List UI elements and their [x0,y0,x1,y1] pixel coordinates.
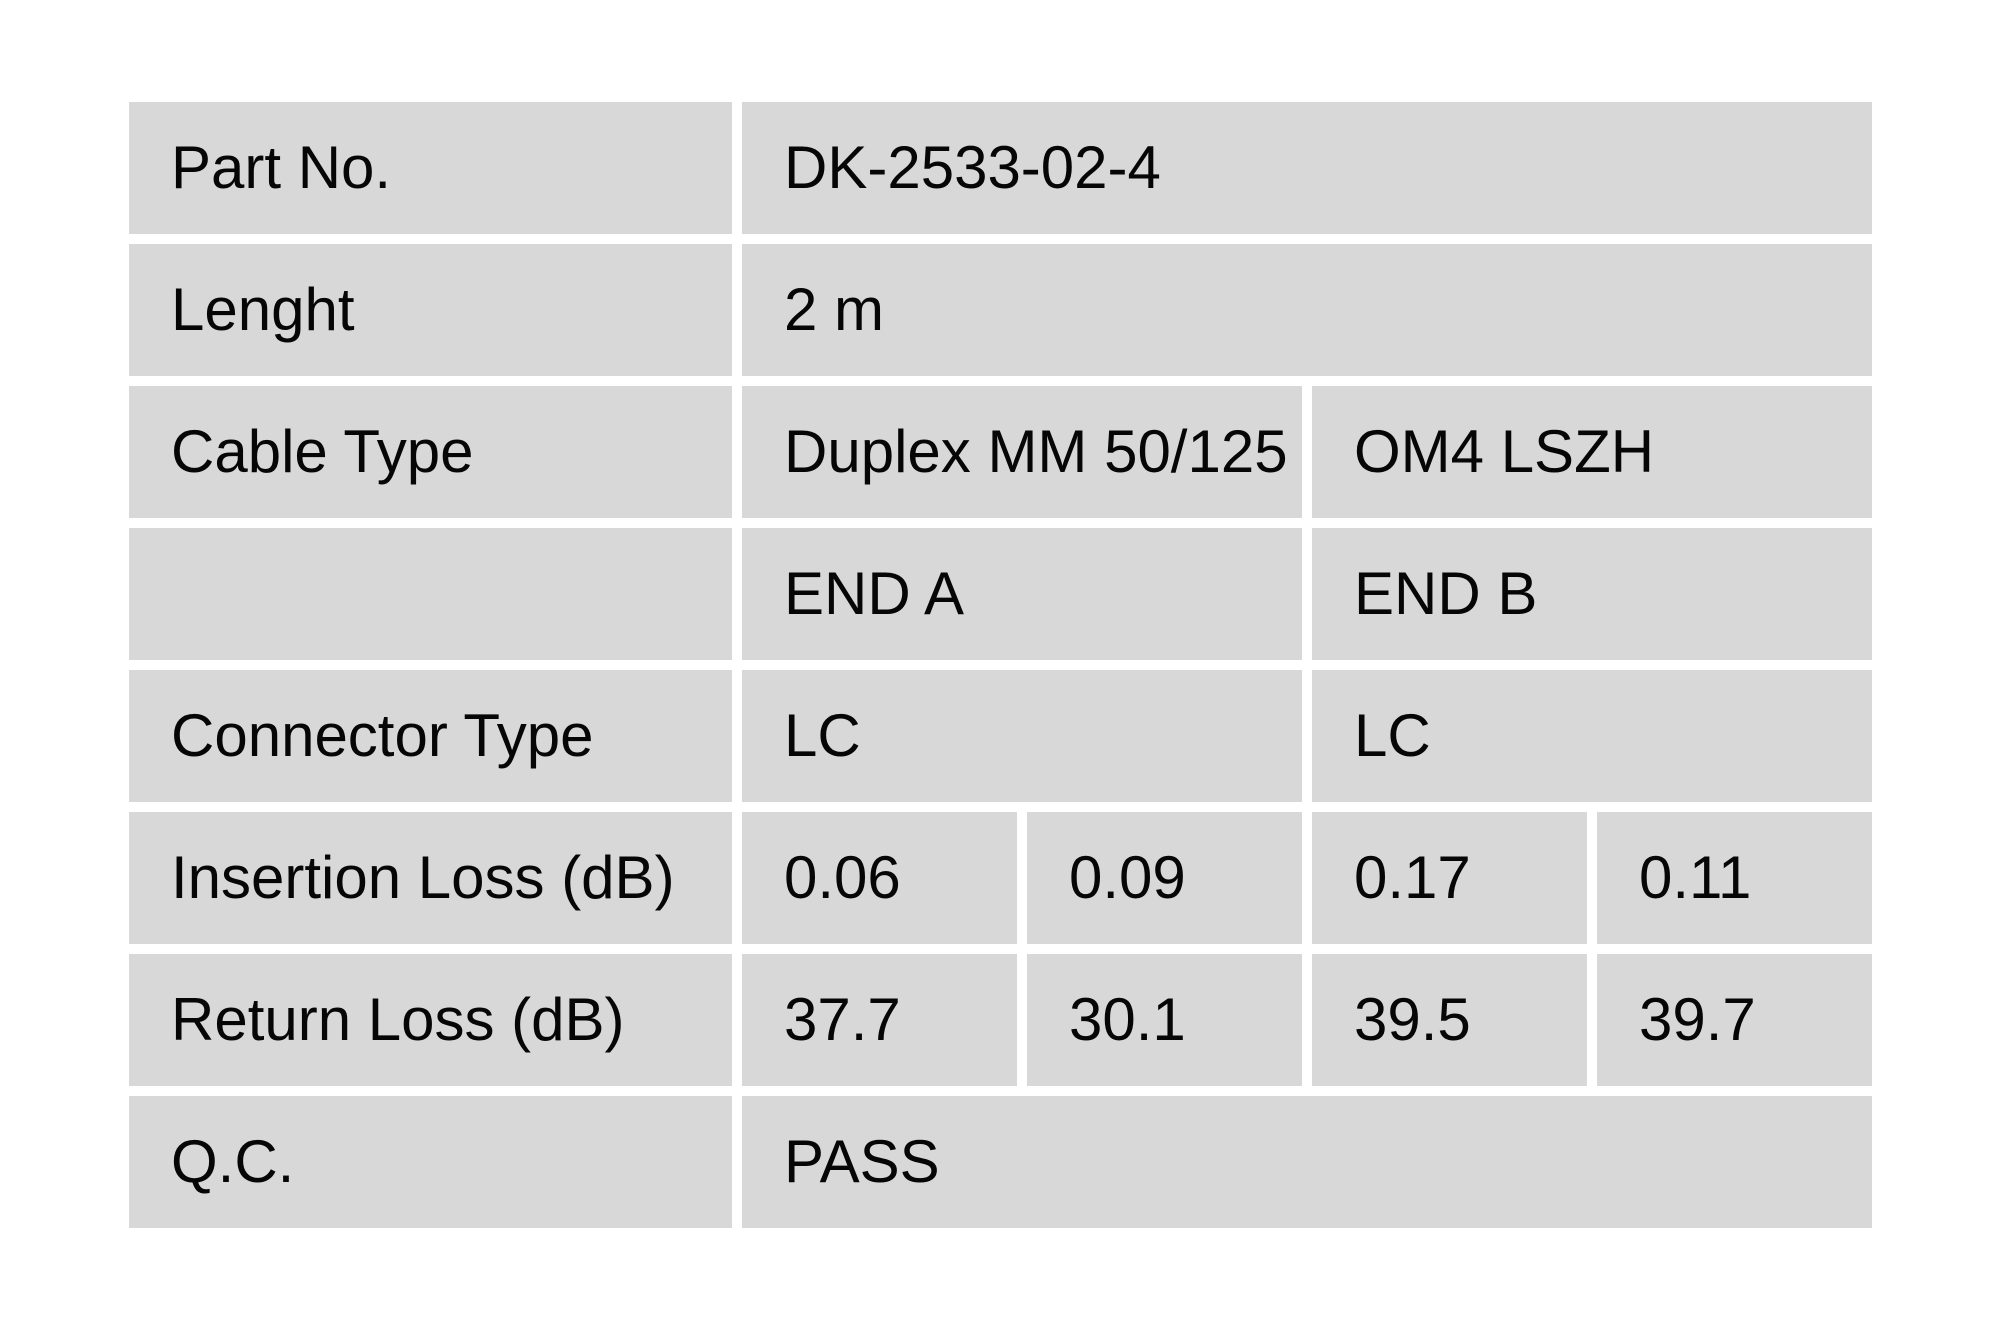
qc-label: Q.C. [129,1096,732,1228]
length-value: 2 m [742,244,1872,376]
connector-type-label: Connector Type [129,670,732,802]
connector-type-end-a-value: LC [742,670,1302,802]
return-loss-end-b-fiber1: 39.5 [1312,954,1587,1086]
end-a-header: END A [742,528,1302,660]
length-label: Lenght [129,244,732,376]
qc-spec-table: Part No. DK-2533-02-4 Lenght 2 m Cable T… [129,102,1872,1228]
end-b-header: END B [1312,528,1872,660]
insertion-loss-label: Insertion Loss (dB) [129,812,732,944]
return-loss-end-a-fiber1: 37.7 [742,954,1017,1086]
insertion-loss-end-a-fiber1: 0.06 [742,812,1017,944]
cable-type-label: Cable Type [129,386,732,518]
insertion-loss-end-b-fiber2: 0.11 [1597,812,1872,944]
insertion-loss-end-a-fiber2: 0.09 [1027,812,1302,944]
empty-label-cell [129,528,732,660]
return-loss-end-b-fiber2: 39.7 [1597,954,1872,1086]
cable-type-value-secondary: OM4 LSZH [1312,386,1872,518]
return-loss-label: Return Loss (dB) [129,954,732,1086]
part-no-value: DK-2533-02-4 [742,102,1872,234]
connector-type-end-b-value: LC [1312,670,1872,802]
insertion-loss-end-b-fiber1: 0.17 [1312,812,1587,944]
return-loss-end-a-fiber2: 30.1 [1027,954,1302,1086]
cable-type-value-primary: Duplex MM 50/125 [742,386,1302,518]
part-no-label: Part No. [129,102,732,234]
qc-result-value: PASS [742,1096,1872,1228]
